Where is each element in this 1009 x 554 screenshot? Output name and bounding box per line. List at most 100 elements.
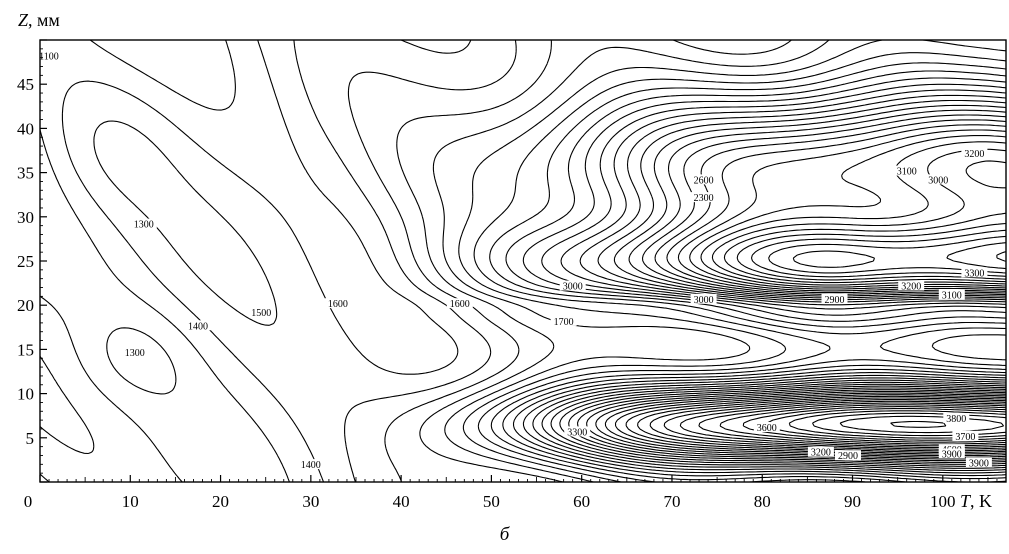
y-tick-label: 5 xyxy=(26,429,35,448)
x-tick-label: 100 xyxy=(930,492,956,511)
y-tick-label: 25 xyxy=(17,252,34,271)
contour-line-2200 xyxy=(512,77,1006,480)
contour-label: 3200 xyxy=(811,448,831,459)
contour-label-bg xyxy=(898,280,925,291)
contour-label-bg xyxy=(690,174,717,185)
contour-line-1100 xyxy=(40,217,177,395)
contour-label-bg xyxy=(807,446,834,457)
contour-line-2000 xyxy=(489,62,1006,482)
contour-line-2100 xyxy=(502,70,1006,482)
contour-label: 1600 xyxy=(450,299,470,310)
contour-label-bg xyxy=(297,459,324,470)
contour-line-2800 xyxy=(568,109,1006,465)
contour-label-bg xyxy=(925,174,952,185)
contour-label-bg xyxy=(130,218,157,229)
y-tick-label: 20 xyxy=(17,296,34,315)
contour-line-2700 xyxy=(559,104,1006,467)
contour-label: 2900 xyxy=(838,451,858,462)
plot-frame xyxy=(39,39,1007,483)
contour-line-3900 xyxy=(698,235,1006,447)
contour-line-2500 xyxy=(541,94,1006,472)
contour-line-3500 xyxy=(637,148,1006,453)
x-tick-label: 0 xyxy=(24,492,33,511)
contour-line-3600 xyxy=(649,160,1006,452)
contour-line-3700 xyxy=(663,222,1006,450)
contour-label: 3200 xyxy=(901,282,921,293)
contour-line-1600 xyxy=(396,40,792,482)
contour-lines xyxy=(40,40,1006,482)
x-tick-label: 70 xyxy=(663,492,680,511)
y-tick-label: 35 xyxy=(17,164,34,183)
contour-label-bg xyxy=(559,280,586,291)
contour-line-2600 xyxy=(550,99,1006,469)
x-tick-label: 90 xyxy=(844,492,861,511)
contour-label-bg xyxy=(943,413,970,424)
contour-label: 3900 xyxy=(942,450,962,461)
contour-label: 3000 xyxy=(694,295,714,306)
contour-label-bg xyxy=(690,293,717,304)
contour-label: 3200 xyxy=(964,149,984,160)
axis-ticks xyxy=(39,39,1007,483)
x-tick-label: 30 xyxy=(302,492,319,511)
contour-label-bg xyxy=(248,307,275,317)
y-tick-label: 40 xyxy=(17,119,34,138)
contour-label-bg xyxy=(446,298,473,309)
contour-line-1800 xyxy=(458,40,1006,482)
contour-line-4000 xyxy=(719,242,1006,445)
x-tick-label: 20 xyxy=(212,492,229,511)
contour-line-3800 xyxy=(679,229,1006,449)
x-axis-title: T, K xyxy=(960,491,992,511)
contour-label: 3700 xyxy=(955,432,975,443)
y-tick-labels: 5 10 15 20 25 30 35 40 45 xyxy=(17,75,34,448)
contour-label-bg xyxy=(835,450,861,461)
contour-label: 1600 xyxy=(328,299,348,310)
contour-line-1500 xyxy=(347,40,520,482)
contour-label-bg xyxy=(753,422,780,432)
contour-label-bg xyxy=(550,315,577,326)
contour-label: 3100 xyxy=(942,290,962,301)
contour-line-3100 xyxy=(595,124,1006,460)
contour-label-bg xyxy=(121,346,148,357)
x-tick-labels: 0 10 20 30 40 50 60 70 80 90 100 xyxy=(24,492,956,511)
contour-line-1400 xyxy=(93,40,492,482)
contour-label-bg xyxy=(938,289,965,300)
contour-label: 3900 xyxy=(969,458,989,469)
contour-label-bg xyxy=(821,293,848,304)
contour-label: 3300 xyxy=(964,268,984,279)
contour-label: 3000 xyxy=(563,282,583,293)
contour-line-3300 xyxy=(614,134,1006,457)
contour-line-4400 xyxy=(812,412,1006,437)
contour-label: 2900 xyxy=(825,295,845,306)
contour-label-bg xyxy=(893,165,920,176)
contour-line-1900 xyxy=(473,52,1006,482)
contour-label: 2600 xyxy=(694,175,714,186)
y-tick-label: 30 xyxy=(17,208,34,227)
x-tick-label: 40 xyxy=(393,492,410,511)
contour-line-4600 xyxy=(890,420,947,428)
contour-label: 1400 xyxy=(301,460,321,471)
contour-label-bg xyxy=(961,267,988,278)
contour-label-bg xyxy=(690,192,717,203)
contour-label-bg xyxy=(324,298,351,309)
contour-label-bg xyxy=(185,320,211,331)
contour-line-4500 xyxy=(839,415,1005,434)
contour-label-bg xyxy=(961,147,988,158)
y-tick-label: 15 xyxy=(17,340,34,359)
contour-labels: 1100 1300 1400 1300 1500 1600 1600 1700 3000 3000… xyxy=(36,50,992,471)
figure-caption: б xyxy=(499,524,510,545)
contour-label: 2300 xyxy=(694,193,714,204)
contour-label: 1400 xyxy=(188,321,208,332)
contour-label: 3000 xyxy=(928,175,948,186)
x-tick-label: 10 xyxy=(122,492,139,511)
contour-line-1300 xyxy=(40,40,459,482)
contour-line-1200 xyxy=(40,40,290,482)
contour-label-bg xyxy=(36,50,62,61)
contour-label: 1300 xyxy=(134,220,154,231)
contour-line-2900 xyxy=(576,114,1006,464)
x-tick-label: 60 xyxy=(573,492,590,511)
contour-label: 3300 xyxy=(567,427,587,438)
contour-line-4300 xyxy=(788,410,1006,439)
contour-line-2400 xyxy=(532,89,1006,474)
contour-label: 1700 xyxy=(554,317,574,328)
